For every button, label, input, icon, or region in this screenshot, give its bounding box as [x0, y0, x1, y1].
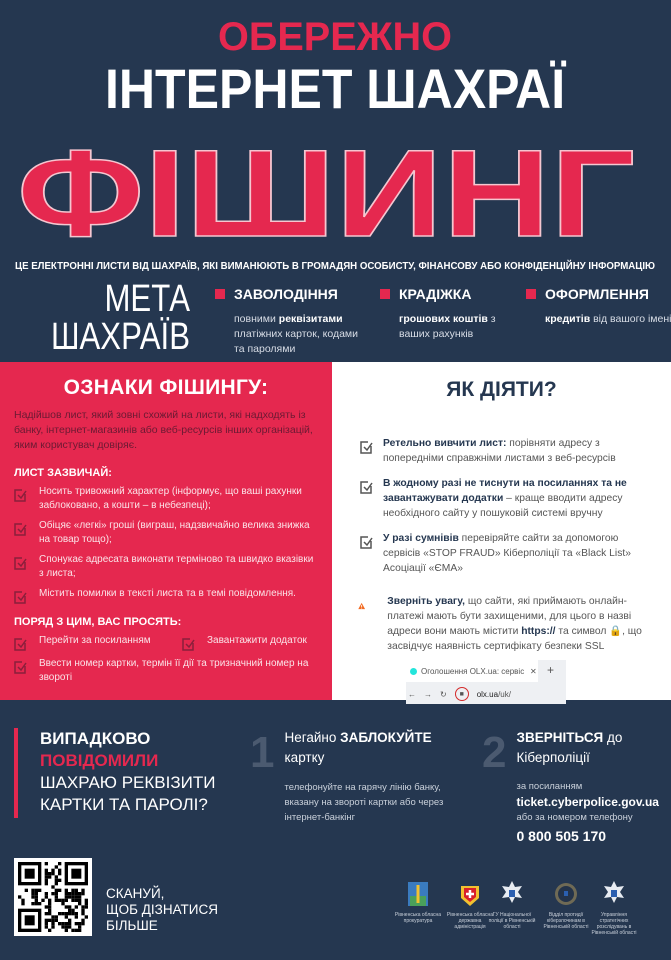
- checkbox-icon: [14, 557, 27, 570]
- scan-text: СКАНУЙ, ЩОБ ДІЗНАТИСЯ БІЛЬШЕ: [106, 886, 218, 933]
- action-item: В жодному разі не тиснути на посиланнях …: [360, 476, 657, 521]
- emblem-icon: [502, 881, 522, 903]
- usually-item: Обіцяє «легкі» гроші (виграш, надзвичайн…: [14, 519, 318, 547]
- emblem-icon: [604, 881, 624, 903]
- checkbox-icon: [14, 591, 27, 604]
- emblem-icon: [408, 882, 428, 906]
- checkbox-icon: [182, 638, 195, 651]
- pre-title: ОБЕРЕЖНО: [218, 15, 452, 59]
- new-tab-icon: +: [547, 663, 555, 677]
- bullet-square-icon: [526, 289, 536, 299]
- how-to-act-panel: ЯК ДІЯТИ? Ретельно вивчити лист: порівня…: [332, 362, 671, 704]
- tagline: ЦЕ ЕЛЕКТРОННІ ЛИСТИ ВІД ШАХРАЇВ, ЯКІ ВИМ…: [15, 259, 655, 272]
- checkbox-icon: [360, 441, 373, 454]
- step-number: 1: [250, 728, 275, 777]
- bullet-square-icon: [215, 289, 225, 299]
- signs-intro: Надійшов лист, який зовні схожий на лист…: [14, 409, 313, 451]
- checkbox-icon: [14, 489, 27, 502]
- bullet-square-icon: [380, 289, 390, 299]
- goal-title: ОФОРМЛЕННЯ: [545, 286, 649, 302]
- step-2: 2 ЗВЕРНІТЬСЯ до Кіберполіції за посиланн…: [482, 728, 666, 847]
- partner-logo: ГУ Національної поліції в Рівненській об…: [486, 880, 538, 930]
- action-item: У разі сумнівів перевіряйте сайти за доп…: [360, 531, 657, 576]
- qr-code[interactable]: [14, 858, 92, 936]
- phishing-signs-panel: ОЗНАКИ ФІШИНГУ: Надійшов лист, який зовн…: [0, 362, 332, 700]
- accident-block: ВИПАДКОВО ПОВІДОМИЛИ ШАХРАЮ РЕКВІЗИТИ КА…: [14, 728, 215, 818]
- lock-icon: ■: [454, 687, 469, 701]
- cyberpolice-link[interactable]: ticket.cyberpolice.gov.ua: [516, 795, 659, 809]
- goal-title: ЗАВОЛОДІННЯ: [234, 286, 338, 302]
- step-number: 2: [482, 728, 507, 777]
- title: ІНТЕРНЕТ ШАХРАЇ: [105, 57, 566, 120]
- checkbox-icon: [360, 481, 373, 494]
- phone-number: 0 800 505 170: [516, 828, 607, 844]
- browser-example: Оголошення OLX.ua: сервіс ого✕ + ←→↻■olx…: [406, 660, 566, 704]
- emblem-icon: [461, 886, 479, 906]
- goals-title-line: МЕТА: [104, 278, 190, 320]
- action-item: Ретельно вивчити лист: порівняти адресу …: [360, 436, 657, 466]
- usually-item: Спонукає адресата виконати терміново та …: [14, 553, 318, 581]
- browser-tab: Оголошення OLX.ua: сервіс ого✕: [406, 660, 538, 682]
- usually-title: ЛИСТ ЗАЗВИЧАЙ:: [14, 467, 112, 479]
- partner-logo: Управління стратегічних розслідувань в Р…: [588, 880, 640, 936]
- asked-item: Перейти за посиланням: [14, 634, 154, 651]
- accident-line: ПОВІДОМИЛИ: [40, 751, 159, 770]
- usually-item: Носить тривожний характер (інформує, що …: [14, 485, 318, 513]
- back-icon: ←: [408, 689, 416, 699]
- header-titles: ОБЕРЕЖНО ІНТЕРНЕТ ШАХРАЇ ФІШИНГ ЦЕ ЕЛЕКТ…: [15, 15, 655, 272]
- asked-title: ПОРЯД З ЦИМ, ВАС ПРОСЯТЬ:: [14, 616, 182, 628]
- usually-item: Містить помилки в тексті листа та в темі…: [14, 587, 318, 604]
- partner-logo: Рівненська обласна прокуратура: [392, 880, 444, 924]
- asked-item: Завантажити додаток: [182, 634, 307, 651]
- main-title: ФІШИНГ: [17, 125, 635, 263]
- goals-title: МЕТА ШАХРАЇВ: [34, 280, 190, 356]
- partner-logo: Рівненська обласна державна адміністраці…: [444, 880, 496, 930]
- close-icon: ✕: [530, 666, 537, 676]
- goal-item: ЗАВОЛОДІННЯ повними реквізитами платіжних…: [215, 286, 361, 357]
- checkbox-icon: [14, 523, 27, 536]
- reload-icon: ↻: [440, 689, 447, 699]
- address-bar: ← → ↻ ■ olx.ua/uk/: [406, 686, 566, 702]
- actions-title: ЯК ДІЯТИ?: [446, 378, 557, 401]
- ssl-warning: Зверніть увагу, що сайти, які приймають …: [358, 594, 657, 654]
- checkbox-icon: [360, 536, 373, 549]
- favicon-icon: [410, 667, 417, 675]
- asked-item: Ввести номер картки, термін її дії та тр…: [14, 657, 318, 685]
- accident-line: ВИПАДКОВО: [40, 729, 151, 748]
- accident-line: ШАХРАЮ РЕКВІЗИТИ: [40, 773, 216, 792]
- checkbox-icon: [14, 661, 27, 674]
- partner-logo: Відділ протидії кіберзлочинам в Рівненсь…: [540, 880, 592, 930]
- emblem-icon: [555, 883, 577, 905]
- warning-icon: [358, 602, 366, 610]
- step-1: 1 Негайно ЗАБЛОКУЙТЕ картку телефонуйте н…: [250, 728, 444, 823]
- signs-title: ОЗНАКИ ФІШИНГУ:: [63, 376, 269, 399]
- goal-title: КРАДІЖКА: [399, 286, 472, 302]
- checkbox-icon: [14, 638, 27, 651]
- goal-item: ОФОРМЛЕННЯ кредитів від вашого імені: [526, 286, 671, 327]
- goals-title-line: ШАХРАЇВ: [50, 316, 190, 358]
- accident-line: КАРТКИ ТА ПАРОЛІ?: [40, 795, 208, 814]
- forward-icon: →: [424, 689, 432, 699]
- goal-item: КРАДІЖКА грошових коштів з ваших рахунків: [380, 286, 526, 342]
